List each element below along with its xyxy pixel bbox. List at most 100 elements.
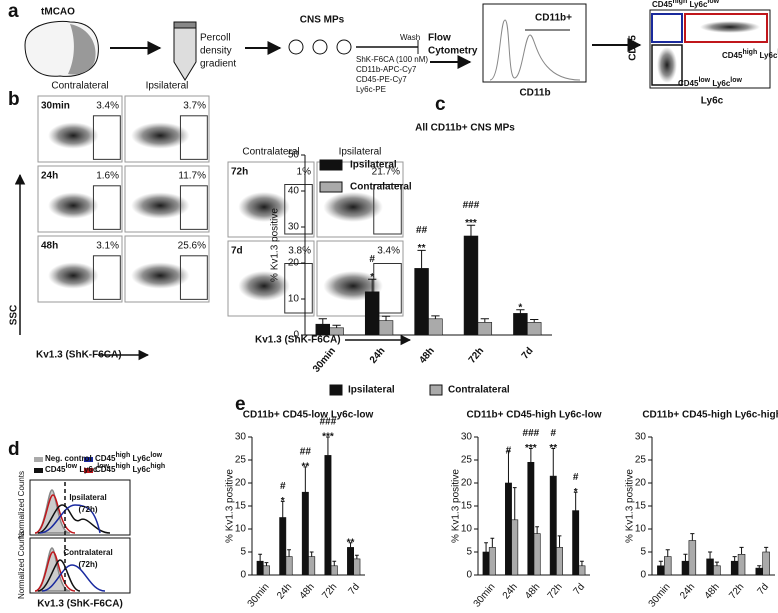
bar [513,313,528,336]
significance: *** [322,432,334,443]
tube-icon [173,21,197,81]
percent: 21.7% [372,167,400,178]
x-tick-label: 30min [472,582,498,610]
error-bar [530,319,539,323]
bar [527,461,535,576]
percent: 3.4% [96,101,119,112]
significance: # [573,472,579,483]
bar [279,517,287,576]
gate [373,184,402,235]
error-bar [264,562,269,566]
bar [572,510,580,576]
legend-label: Ipsilateral [350,160,397,171]
label: CD45high Ly6clow [652,0,720,9]
x-tick-label: 72h [467,346,487,366]
y-tick-label: 30 [461,432,473,443]
significance: ## [300,447,312,458]
text-base: CD45 [722,51,743,60]
error-bar [658,560,663,566]
chart-title: CD11b+ CD45-low Ly6c-low [243,410,374,421]
panel-letter: e [235,394,246,415]
error-bar [557,535,562,548]
gate [373,263,402,314]
layout [14,3,771,594]
x-tick-label: 48h [523,582,542,602]
label: CD45high Ly6clow [95,452,163,463]
hist-curves [34,482,111,592]
error-bar [506,450,511,483]
bar [285,556,293,576]
y-tick-label: 50 [288,150,300,161]
error-bar [732,556,737,562]
bar [737,553,746,576]
percent: 3.1% [96,241,119,252]
panel-letter: b [8,89,20,110]
error-bar [484,542,488,552]
bar [657,565,665,576]
label: Ipsilateral [146,81,189,92]
y-tick-label: 5 [240,547,246,558]
error-bar [690,533,695,541]
error-bar [757,565,762,569]
label: CD11b-APC-Cy7 [356,65,417,74]
hist-box [29,479,131,536]
error-bar [287,549,291,557]
error-bar [707,551,713,559]
percent: 3.8% [288,246,311,257]
y-axis-label: % Kv1.3 positive [625,469,636,543]
error-bar [665,549,670,557]
chart-title: CD11b+ CD45-high Ly6c-high [642,410,778,421]
label: CD45high Ly6chigh [95,463,165,474]
label: SSC [9,305,20,326]
x-tick-label: 24h [368,346,388,366]
cell-icons [288,39,352,55]
bar [364,291,380,336]
bar [324,455,332,576]
error-bar [683,553,688,562]
label: gradient [200,59,236,70]
bar [488,547,496,576]
bar [256,560,264,576]
tube-cap [173,21,197,29]
error-bar [258,553,263,562]
error-bar [318,318,327,325]
dot-cloud [48,192,99,219]
percent: 1.6% [96,171,119,182]
legend-label: Contralateral [448,385,510,396]
bar [353,558,361,576]
chart-title: CD11b+ CD45-high Ly6c-low [467,410,602,421]
bar [505,482,512,576]
bar [713,565,721,576]
x-tick-label: 48h [298,582,317,602]
significance: * [281,496,285,507]
bar [706,558,714,576]
time-label: 48h [41,241,58,252]
bar [315,323,331,336]
bar [526,322,542,336]
error-bar [512,487,517,520]
label: CD45low Ly6clow [45,463,110,474]
text-sup: low [730,77,742,84]
chart-title: All CD11b+ CNS MPs [415,123,515,134]
error-bar [516,309,525,314]
label: Wash [400,33,420,42]
percent: 11.7% [178,171,206,182]
error-bar [551,448,556,477]
error-bar [381,315,391,321]
legend-label: Contralateral [350,182,412,193]
y-tick-label: 0 [466,570,472,581]
x-tick-label: 30min [246,582,272,610]
text-sup: low [698,77,710,84]
x-tick-label: 72h [727,582,746,602]
dot-cloud [238,271,290,301]
gate [92,255,121,300]
error-bar [466,224,476,236]
label: density [200,46,232,57]
y-tick-label: 25 [461,455,473,466]
text-sup: high [672,0,687,5]
y-tick-label: 25 [235,455,247,466]
y-tick-label: 0 [293,330,299,341]
error-bar [303,466,308,493]
label: Ly6c-PE [356,85,386,94]
